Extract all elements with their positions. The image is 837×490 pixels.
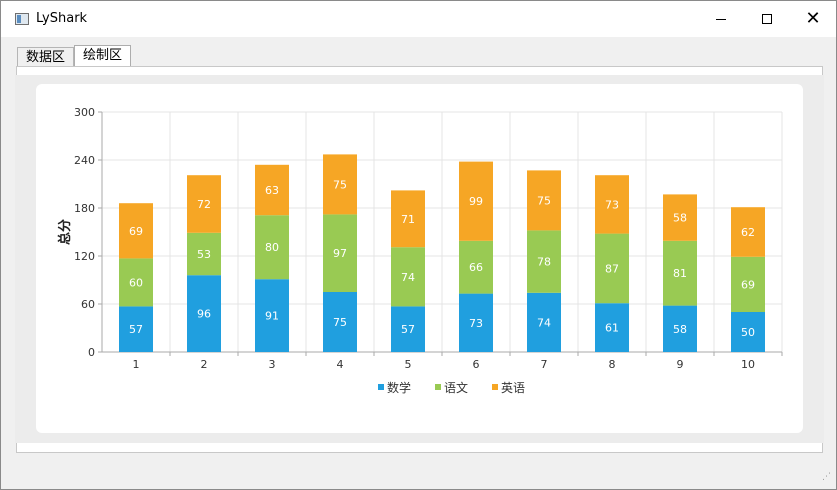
bar-data-label: 58	[673, 212, 687, 225]
bar-segment[interactable]	[663, 240, 697, 306]
x-tick-label: 9	[677, 358, 684, 371]
bar-segment[interactable]	[119, 203, 153, 259]
bar-segment[interactable]	[119, 306, 153, 352]
minimize-icon	[716, 18, 726, 20]
bar-segment[interactable]	[459, 293, 493, 352]
bar-segment[interactable]	[187, 175, 221, 233]
bar-data-label: 61	[605, 322, 619, 335]
bar-segment[interactable]	[527, 230, 561, 293]
y-tick-label: 240	[74, 154, 95, 167]
bar-segment[interactable]	[391, 190, 425, 248]
bar-data-label: 69	[129, 225, 143, 238]
bar-segment[interactable]	[323, 154, 357, 215]
bar-segment[interactable]	[731, 256, 765, 312]
tab-data[interactable]: 数据区	[17, 47, 75, 68]
maximize-button[interactable]	[744, 1, 790, 37]
maximize-icon	[762, 14, 772, 24]
bar-data-label: 75	[333, 178, 347, 191]
legend-label: 数学	[387, 380, 411, 395]
bar-data-label: 57	[401, 323, 415, 336]
bar-data-label: 50	[741, 326, 755, 339]
bar-segment[interactable]	[255, 164, 289, 216]
bar-segment[interactable]	[731, 312, 765, 352]
bar-data-label: 74	[401, 271, 415, 284]
x-tick-label: 7	[541, 358, 548, 371]
bar-data-label: 53	[197, 248, 211, 261]
legend-label: 英语	[501, 381, 525, 395]
x-tick-label: 3	[269, 358, 276, 371]
x-tick-label: 6	[473, 358, 480, 371]
bar-data-label: 80	[265, 241, 279, 254]
bar-segment[interactable]	[527, 292, 561, 352]
bar-data-label: 91	[265, 310, 279, 323]
bar-segment[interactable]	[527, 170, 561, 231]
legend-swatch	[378, 384, 384, 390]
window-title: LyShark	[36, 11, 88, 26]
x-tick-label: 2	[201, 358, 208, 371]
legend-swatch	[492, 384, 498, 390]
y-tick-label: 300	[74, 106, 95, 119]
bar-data-label: 60	[129, 276, 143, 289]
x-tick-label: 4	[337, 358, 344, 371]
bar-data-label: 69	[741, 278, 755, 291]
minimize-button[interactable]	[698, 1, 744, 37]
bar-data-label: 99	[469, 195, 483, 208]
bar-segment[interactable]	[663, 194, 697, 241]
bar-data-label: 63	[265, 184, 279, 197]
bar-segment[interactable]	[323, 214, 357, 292]
bar-segment[interactable]	[187, 275, 221, 352]
bar-segment[interactable]	[323, 292, 357, 352]
bar-segment[interactable]	[595, 303, 629, 352]
bar-data-label: 57	[129, 323, 143, 336]
bar-data-label: 58	[673, 323, 687, 336]
x-tick-label: 8	[609, 358, 616, 371]
bar-segment[interactable]	[391, 247, 425, 307]
bar-data-label: 81	[673, 267, 687, 280]
x-tick-label: 1	[133, 358, 140, 371]
bar-data-label: 73	[469, 317, 483, 330]
bar-segment[interactable]	[391, 306, 425, 352]
bar-data-label: 96	[197, 308, 211, 321]
close-icon: ✕	[805, 8, 821, 29]
bar-data-label: 73	[605, 198, 619, 211]
bar-data-label: 75	[537, 194, 551, 207]
legend-swatch	[435, 384, 441, 390]
bar-segment[interactable]	[187, 232, 221, 276]
x-tick-label: 5	[405, 358, 412, 371]
bar-segment[interactable]	[663, 305, 697, 352]
legend-label: 语文	[444, 380, 468, 395]
bar-segment[interactable]	[459, 161, 493, 241]
y-tick-label: 60	[81, 298, 95, 311]
bar-data-label: 71	[401, 213, 415, 226]
bar-segment[interactable]	[119, 258, 153, 307]
stacked-bar-chart: 060120180240300总分57606919653722918063375…	[57, 106, 783, 395]
bar-data-label: 87	[605, 262, 619, 275]
close-button[interactable]: ✕	[790, 1, 836, 37]
bar-segment[interactable]	[595, 233, 629, 304]
bar-data-label: 97	[333, 247, 347, 260]
tab-chart[interactable]: 绘制区	[74, 45, 132, 67]
bar-data-label: 66	[469, 261, 483, 274]
bar-segment[interactable]	[255, 215, 289, 280]
y-axis-label: 总分	[57, 219, 73, 245]
y-tick-label: 180	[74, 202, 95, 215]
resize-grip-icon[interactable]: ⋰	[822, 472, 831, 482]
x-tick-label: 10	[741, 358, 755, 371]
y-tick-label: 120	[74, 250, 95, 263]
bar-segment[interactable]	[595, 175, 629, 234]
bar-data-label: 72	[197, 198, 211, 211]
bar-segment[interactable]	[731, 207, 765, 257]
bar-data-label: 74	[537, 316, 551, 329]
y-tick-label: 0	[88, 346, 95, 359]
bar-segment[interactable]	[459, 240, 493, 294]
bar-data-label: 75	[333, 316, 347, 329]
bar-data-label: 78	[537, 256, 551, 269]
bar-data-label: 62	[741, 226, 755, 239]
chart-card: 0 60 120 180 240 300 总分 57 60 69 1 96 53 72 2 91 80 63 3 75…	[36, 84, 803, 433]
tab-bar: 数据区 绘制区	[17, 45, 132, 68]
bar-segment[interactable]	[255, 279, 289, 352]
app-window-icon	[15, 13, 29, 25]
title-bar[interactable]: LyShark ✕	[1, 1, 836, 37]
